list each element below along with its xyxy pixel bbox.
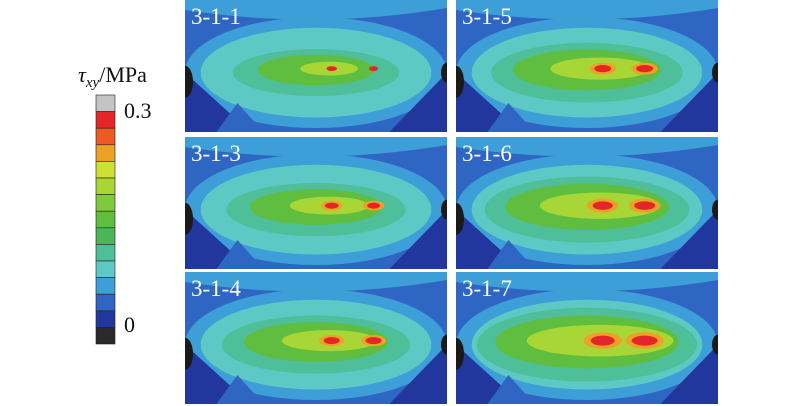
legend-title: τxy/MPa	[78, 62, 147, 91]
color-swatch	[95, 111, 116, 129]
contour-panel: 3-1-4	[185, 272, 447, 404]
field-top	[456, 137, 718, 157]
panel-label: 3-1-5	[462, 4, 512, 29]
color-swatch	[95, 260, 116, 278]
hot-spot	[636, 64, 654, 73]
panel-label: 3-1-7	[462, 276, 512, 301]
hot-spot	[594, 64, 612, 73]
corner-zone	[660, 72, 718, 132]
hot-spot	[324, 202, 339, 209]
contour-panel: 3-1-3	[185, 137, 447, 269]
corner-zone	[487, 239, 535, 269]
hot-spot	[323, 337, 340, 345]
hot-spot	[631, 335, 658, 346]
hot-spot	[367, 202, 381, 209]
contour-panel: 3-1-7	[456, 272, 718, 404]
corner-zone	[487, 374, 535, 404]
legend-min-label: 0	[124, 312, 135, 337]
support	[456, 337, 464, 370]
support	[185, 202, 193, 235]
field-top	[185, 137, 447, 157]
contour-panel: 3-1-1	[185, 0, 447, 132]
hot-spot	[592, 201, 613, 210]
field-top	[185, 0, 447, 20]
hot-spot	[365, 337, 382, 345]
corner-zone	[487, 102, 535, 132]
legend-subscript: xy	[85, 75, 100, 91]
color-swatch	[95, 310, 116, 328]
color-legend: τxy/MPa 0.3 0	[78, 62, 152, 345]
corner-zone	[389, 344, 447, 404]
support	[712, 62, 718, 83]
support	[441, 62, 447, 83]
panel-label: 3-1-1	[191, 4, 241, 29]
corner-zone	[216, 374, 264, 404]
panel-label: 3-1-4	[191, 276, 241, 301]
contour-panel: 3-1-6	[456, 137, 718, 269]
corner-zone	[389, 72, 447, 132]
support	[441, 199, 447, 220]
hot-spot	[590, 335, 615, 346]
field-top	[456, 272, 718, 292]
color-swatch	[95, 293, 116, 312]
color-swatch	[95, 210, 116, 229]
corner-zone	[216, 239, 264, 269]
hot-spot	[634, 201, 656, 210]
color-swatch	[95, 94, 116, 112]
legend-max-label: 0.3	[124, 98, 152, 123]
hot-spot	[326, 66, 337, 72]
color-swatch	[95, 161, 116, 179]
support	[712, 199, 718, 220]
support	[456, 65, 464, 98]
color-swatch	[95, 277, 116, 295]
legend-unit: /MPa	[99, 62, 147, 87]
color-swatch	[95, 194, 116, 212]
contour-panel: 3-1-5	[456, 0, 718, 132]
legend-symbol: τ	[78, 62, 87, 87]
support	[456, 202, 464, 235]
panel-label: 3-1-3	[191, 141, 241, 166]
color-bar	[95, 94, 116, 345]
corner-zone	[216, 102, 264, 132]
color-swatch	[95, 177, 116, 195]
panel-label: 3-1-6	[462, 141, 512, 166]
color-swatch	[95, 127, 116, 146]
color-swatch	[95, 327, 116, 345]
field-top	[456, 0, 718, 20]
support	[185, 65, 193, 98]
support	[185, 337, 193, 370]
support	[441, 334, 447, 355]
color-swatch	[95, 244, 116, 262]
color-swatch	[95, 144, 116, 162]
corner-zone	[389, 209, 447, 269]
color-swatch	[95, 227, 116, 245]
panels: 3-1-1 3-1-5 3-1-3 3-1-6 3-1-4 3-1-7	[185, 0, 718, 404]
field-top	[185, 272, 447, 292]
hot-spot	[369, 66, 379, 72]
support	[712, 334, 718, 355]
